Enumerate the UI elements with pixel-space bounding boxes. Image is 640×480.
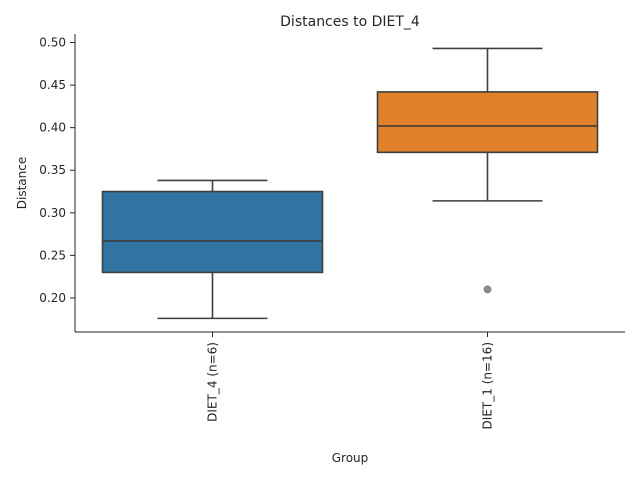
iqr-box — [376, 91, 599, 154]
box-group — [101, 47, 599, 320]
box-2 — [376, 47, 599, 294]
chart-title: Distances to DIET_4 — [280, 14, 420, 30]
y-tick-label: 0.50 — [39, 36, 66, 50]
y-tick-label: 0.20 — [39, 291, 66, 305]
y-tick-label: 0.35 — [39, 163, 66, 177]
y-tick-label: 0.40 — [39, 121, 66, 135]
y-axis-ticks: 0.20 0.25 0.30 0.35 0.40 0.45 0.50 — [39, 36, 75, 305]
outlier-point — [483, 285, 492, 294]
y-tick-label: 0.45 — [39, 78, 66, 92]
x-tick-label: DIET_1 (n=16) — [481, 342, 495, 429]
x-axis-label: Group — [332, 451, 369, 465]
iqr-box — [101, 190, 324, 274]
y-axis-label: Distance — [15, 157, 29, 209]
x-tick-label: DIET_4 (n=6) — [206, 342, 220, 422]
y-tick-label: 0.25 — [39, 248, 66, 262]
y-tick-label: 0.30 — [39, 206, 66, 220]
x-axis-ticks: DIET_4 (n=6) DIET_1 (n=16) — [206, 332, 495, 429]
box-1 — [101, 179, 324, 320]
